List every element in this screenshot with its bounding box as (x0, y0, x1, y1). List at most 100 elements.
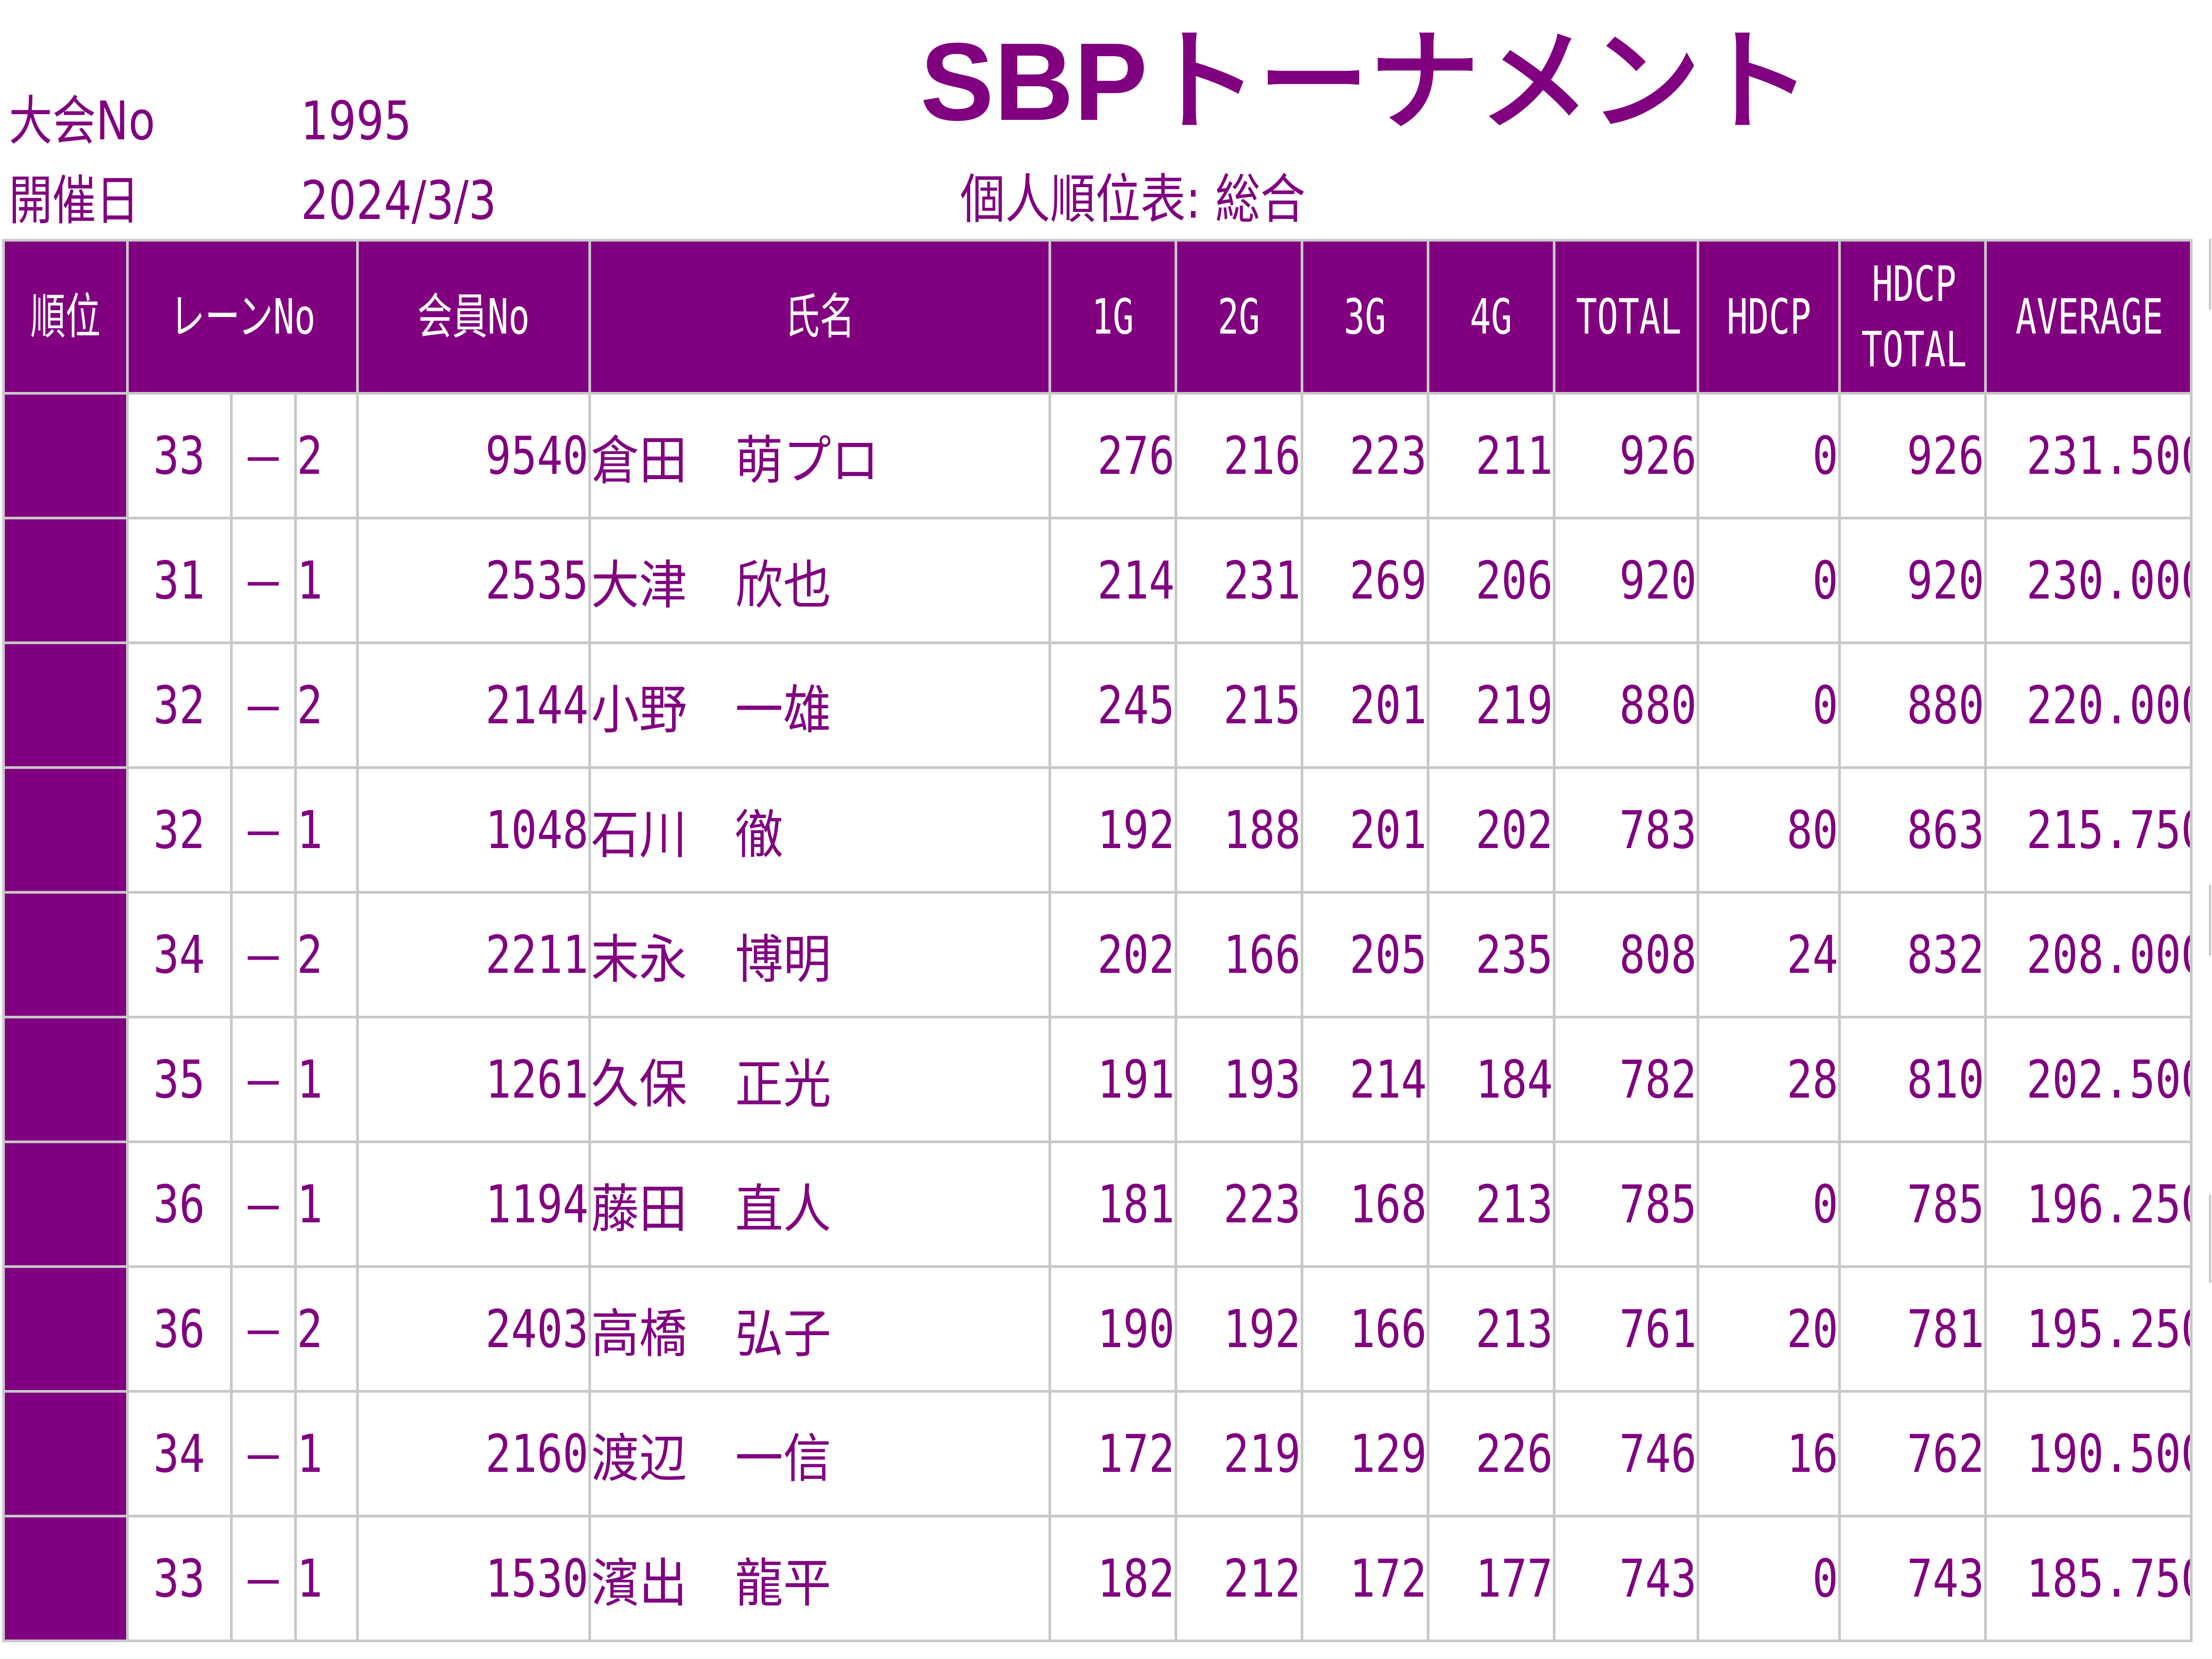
game2-score-cell: 188 (1175, 766, 1304, 894)
game4-score-cell: 211 (1427, 392, 1556, 519)
player-name-cell: 藤田 直人 (588, 1141, 1052, 1268)
lane-separator-cell: － (230, 891, 297, 1018)
player-name-cell: 小野 一雄 (588, 641, 1052, 769)
game4-score-cell: 177 (1427, 1515, 1556, 1642)
grid-edge-low (2209, 1194, 2211, 1283)
game3-score-cell: 201 (1301, 641, 1430, 769)
lane-position-cell: 1 (294, 1016, 359, 1143)
rank-cell: 9 (2, 1515, 129, 1642)
handicap-cell: 0 (1697, 641, 1841, 769)
lane-position-cell: 2 (294, 891, 359, 1018)
game1-score-cell: 181 (1048, 1141, 1178, 1268)
average-cell: 185.750 (1984, 1515, 2193, 1642)
handicap-total-cell: 926 (1838, 392, 1987, 519)
game4-score-cell: 184 (1427, 1016, 1556, 1143)
player-name-cell: 高橋 弘子 (588, 1265, 1052, 1393)
member-number-cell: 9540 (356, 392, 591, 519)
total-score-cell: 761 (1553, 1265, 1700, 1393)
game3-score-cell: 205 (1301, 891, 1430, 1018)
average-cell: 195.250 (1984, 1265, 2193, 1393)
handicap-total-cell: 920 (1838, 517, 1987, 644)
average-cell: 202.500 (1984, 1016, 2193, 1143)
game3-score-cell: 214 (1301, 1016, 1430, 1143)
lane-separator-cell: － (230, 1141, 297, 1268)
ranking-table: 順位 レーンNo 会員No 氏名 1G 2G 3G 4G TOTAL HDCP … (2, 239, 2193, 1642)
lane-position-cell: 1 (294, 1390, 359, 1517)
member-number-cell: 1261 (356, 1016, 591, 1143)
table-row: 4 34 － 2 2211 末永 博明 202 166 205 235 808 24 832 208.00… (2, 891, 2193, 1018)
member-number-cell: 2211 (356, 891, 591, 1018)
col-header-game1: 1G (1048, 239, 1178, 395)
table-row: 8 34 － 1 2160 渡辺 一信 172 219 129 226 746 16 762 190.50… (2, 1390, 2193, 1517)
col-header-member: 会員No (356, 239, 591, 395)
game3-score-cell: 223 (1301, 392, 1430, 519)
handicap-total-cell: 781 (1838, 1265, 1987, 1393)
rank-cell: **** (2, 392, 129, 519)
game2-score-cell: 212 (1175, 1515, 1304, 1642)
table-row: 2 32 － 2 2144 小野 一雄 245 215 201 219 880 0 880 220.000 (2, 641, 2193, 769)
member-number-cell: 1048 (356, 766, 591, 894)
handicap-cell: 24 (1697, 891, 1841, 1018)
game1-score-cell: 191 (1048, 1016, 1178, 1143)
game1-score-cell: 214 (1048, 517, 1178, 644)
game4-score-cell: 235 (1427, 891, 1556, 1018)
total-score-cell: 808 (1553, 891, 1700, 1018)
total-score-cell: 782 (1553, 1016, 1700, 1143)
col-header-rank: 順位 (2, 239, 129, 395)
col-header-hdcp: HDCP (1697, 239, 1841, 395)
player-name-cell: 末永 博明 (588, 891, 1052, 1018)
average-cell: 196.250 (1984, 1141, 2193, 1268)
game2-score-cell: 216 (1175, 392, 1304, 519)
lane-number-cell: 34 (126, 1390, 233, 1517)
table-row: 6 36 － 1 1194 藤田 直人 181 223 168 213 785 0 785 196.250 (2, 1141, 2193, 1268)
event-date-label: 開催日 (9, 170, 140, 232)
lane-number-cell: 32 (126, 641, 233, 769)
game2-score-cell: 219 (1175, 1390, 1304, 1517)
col-header-hdcp-total: HDCP TOTAL (1838, 239, 1987, 395)
lane-number-cell: 34 (126, 891, 233, 1018)
grid-edge-top (2209, 239, 2211, 310)
average-cell: 190.500 (1984, 1390, 2193, 1517)
player-name-cell: 渡辺 一信 (588, 1390, 1052, 1517)
game2-score-cell: 223 (1175, 1141, 1304, 1268)
lane-separator-cell: － (230, 517, 297, 644)
rank-cell: 2 (2, 641, 129, 769)
lane-number-cell: 33 (126, 1515, 233, 1642)
average-cell: 230.000 (1984, 517, 2193, 644)
handicap-cell: 20 (1697, 1265, 1841, 1393)
game4-score-cell: 202 (1427, 766, 1556, 894)
lane-number-cell: 32 (126, 766, 233, 894)
rank-cell: 5 (2, 1016, 129, 1143)
handicap-total-cell: 863 (1838, 766, 1987, 894)
col-header-lane: レーンNo (126, 239, 359, 395)
event-date-value: 2024/3/3 (301, 170, 496, 232)
col-header-game2: 2G (1175, 239, 1304, 395)
member-number-cell: 1530 (356, 1515, 591, 1642)
member-number-cell: 2160 (356, 1390, 591, 1517)
lane-position-cell: 2 (294, 641, 359, 769)
handicap-cell: 16 (1697, 1390, 1841, 1517)
lane-separator-cell: － (230, 1016, 297, 1143)
player-name-cell: 大津 欣也 (588, 517, 1052, 644)
game1-score-cell: 182 (1048, 1515, 1178, 1642)
game2-score-cell: 215 (1175, 641, 1304, 769)
table-row: 3 32 － 1 1048 石川 徹 192 188 201 202 783 80 863 215.750 (2, 766, 2193, 894)
game1-score-cell: 245 (1048, 641, 1178, 769)
lane-separator-cell: － (230, 1515, 297, 1642)
handicap-cell: 0 (1697, 392, 1841, 519)
member-number-cell: 1194 (356, 1141, 591, 1268)
total-score-cell: 880 (1553, 641, 1700, 769)
game4-score-cell: 226 (1427, 1390, 1556, 1517)
game3-score-cell: 269 (1301, 517, 1430, 644)
handicap-total-cell: 832 (1838, 891, 1987, 1018)
handicap-cell: 28 (1697, 1016, 1841, 1143)
game4-score-cell: 206 (1427, 517, 1556, 644)
rank-cell: 8 (2, 1390, 129, 1517)
handicap-cell: 80 (1697, 766, 1841, 894)
player-name-cell: 濱出 龍平 (588, 1515, 1052, 1642)
total-score-cell: 783 (1553, 766, 1700, 894)
col-header-game3: 3G (1301, 239, 1430, 395)
table-row: 7 36 － 2 2403 高橋 弘子 190 192 166 213 761 20 781 195.25… (2, 1265, 2193, 1393)
lane-separator-cell: － (230, 1390, 297, 1517)
grid-edge-mid (2209, 885, 2211, 956)
